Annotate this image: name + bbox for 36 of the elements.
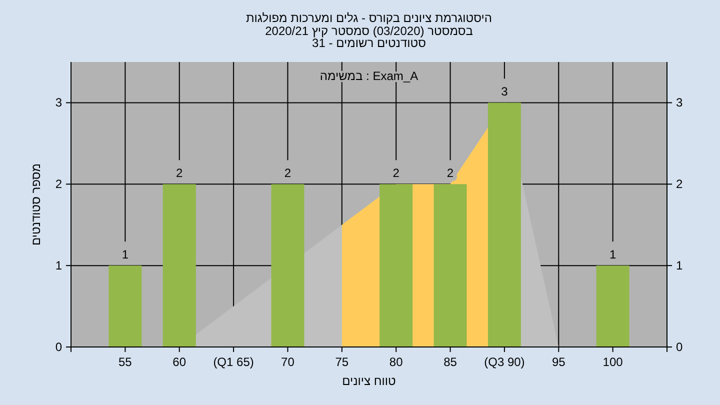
bar — [434, 184, 467, 347]
y2-tick-label: 1 — [676, 258, 683, 273]
x-tick-label: 55 — [118, 355, 132, 369]
y2-tick-label: 2 — [676, 177, 683, 192]
chart-title: היסטוגרמת ציונים בקורס - גלים ומערכות מפולגות — [246, 11, 492, 25]
y-tick-label: 1 — [55, 258, 62, 273]
data-label: 2 — [284, 166, 292, 180]
bar — [488, 102, 521, 347]
y2-tick-label: 3 — [676, 96, 683, 110]
y2-tick-label: 0 — [676, 340, 683, 354]
x-tick-label: (Q3 90) — [484, 355, 525, 369]
x-tick-label: 80 — [389, 355, 404, 369]
bar — [596, 266, 630, 347]
y-tick-label: 3 — [55, 96, 62, 110]
data-label: 2 — [176, 166, 184, 180]
bar — [271, 184, 304, 347]
x-axis-title: טווח ציונים — [342, 374, 396, 388]
bar — [162, 184, 196, 347]
data-label: 3 — [501, 84, 508, 99]
x-tick-label: 70 — [281, 355, 295, 369]
x-tick-label: 75 — [335, 355, 349, 369]
x-tick-label: 100 — [602, 355, 624, 369]
y-tick-label: 2 — [55, 177, 62, 192]
x-tick-label: (Q1 65) — [213, 355, 254, 369]
y-tick-label: 0 — [55, 340, 62, 354]
data-label: 1 — [122, 248, 129, 262]
chart-subtitle: בסמסטר (03/2020) סמסטר קיץ 2020/21 סטודנטים רשומים - 31 — [265, 24, 473, 50]
x-tick-label: 95 — [552, 355, 566, 369]
data-label: 1 — [609, 248, 616, 262]
x-tick-label: 60 — [172, 355, 186, 369]
bar — [108, 266, 142, 347]
y-axis-title: מספר סטודנטים — [29, 163, 43, 246]
x-tick-label: 85 — [444, 355, 458, 369]
data-label: 2 — [446, 166, 454, 180]
data-label: 2 — [392, 166, 400, 180]
bar — [380, 184, 413, 347]
